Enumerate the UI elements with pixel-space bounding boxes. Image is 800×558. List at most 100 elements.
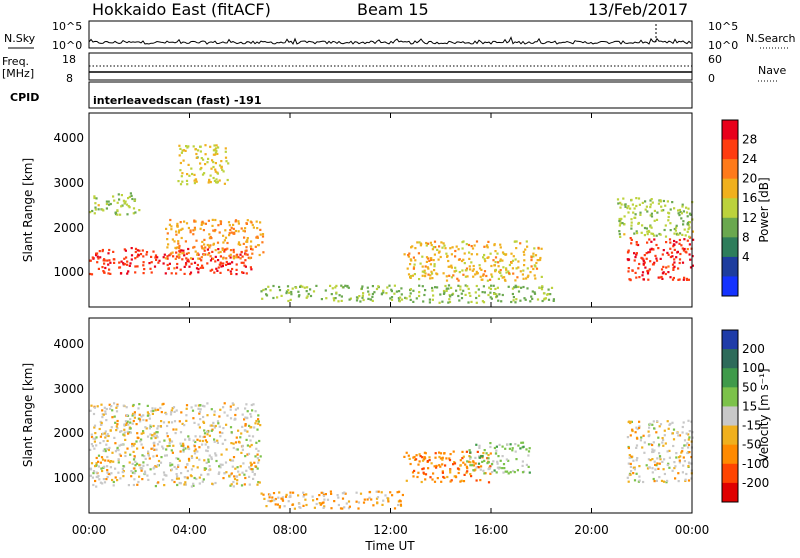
data-cell: [179, 183, 183, 186]
data-cell: [650, 226, 653, 229]
data-cell: [415, 297, 418, 300]
data-cell: [276, 296, 279, 299]
data-cell: [164, 257, 167, 260]
data-cell: [218, 231, 221, 234]
data-cell: [347, 286, 350, 289]
data-cell: [329, 490, 332, 493]
data-cell: [137, 480, 140, 484]
data-cell: [380, 293, 383, 296]
data-cell: [688, 235, 691, 238]
data-cell: [109, 407, 112, 410]
data-cell: [453, 475, 456, 478]
data-cell: [202, 421, 206, 424]
data-cell: [431, 248, 434, 251]
data-cell: [212, 176, 215, 180]
data-cell: [668, 466, 671, 469]
data-cell: [217, 146, 220, 149]
data-cell: [687, 479, 691, 482]
data-cell: [110, 405, 113, 408]
data-cell: [648, 238, 651, 241]
data-cell: [232, 403, 235, 406]
beam-title: Beam 15: [357, 0, 429, 19]
data-cell: [673, 265, 676, 268]
data-cell: [487, 454, 490, 457]
data-cell: [511, 449, 514, 452]
data-cell: [172, 428, 175, 431]
data-cell: [341, 497, 345, 500]
data-cell: [687, 438, 690, 441]
data-cell: [421, 270, 424, 273]
data-cell: [185, 414, 188, 417]
data-cell: [519, 270, 522, 273]
data-cell: [449, 247, 452, 250]
data-cell: [421, 468, 424, 471]
data-cell: [626, 436, 629, 439]
data-cell: [142, 464, 145, 467]
data-cell: [523, 297, 526, 300]
data-cell: [479, 468, 482, 471]
data-cell: [263, 497, 266, 500]
data-cell: [162, 447, 165, 450]
data-cell: [451, 246, 454, 249]
data-cell: [388, 284, 391, 287]
data-cell: [645, 252, 648, 255]
data-cell: [138, 403, 141, 406]
data-cell: [280, 294, 283, 297]
data-cell: [256, 235, 259, 238]
data-cell: [499, 459, 502, 462]
data-cell: [671, 263, 675, 266]
data-cell: [629, 237, 632, 240]
data-cell: [346, 285, 349, 288]
data-cell: [122, 475, 125, 478]
x-tick-label: 12:00: [373, 523, 408, 537]
data-cell: [457, 248, 460, 251]
data-cell: [630, 470, 633, 473]
data-cell: [179, 221, 182, 224]
data-cell: [116, 201, 119, 204]
velocity-ytick-1000: 1000: [53, 471, 84, 485]
data-cell: [105, 443, 108, 446]
data-cell: [251, 470, 254, 473]
data-cell: [170, 468, 173, 471]
data-cell: [521, 464, 524, 467]
data-cell: [222, 257, 225, 260]
data-cell: [239, 257, 242, 260]
data-cell: [619, 222, 622, 225]
data-cell: [418, 284, 421, 287]
data-cell: [679, 252, 682, 256]
data-cell: [540, 275, 543, 278]
data-cell: [618, 217, 621, 221]
data-cell: [472, 264, 475, 268]
data-cell: [212, 424, 215, 427]
data-cell: [230, 231, 233, 234]
data-cell: [407, 454, 410, 457]
data-cell: [490, 264, 493, 268]
data-cell: [505, 268, 508, 271]
data-cell: [246, 453, 249, 456]
data-cell: [102, 440, 105, 443]
data-cell: [503, 276, 506, 279]
data-cell: [331, 287, 334, 290]
data-cell: [380, 491, 383, 494]
data-cell: [215, 181, 218, 184]
data-cell: [92, 470, 96, 473]
data-cell: [499, 243, 502, 246]
data-cell: [521, 460, 524, 463]
data-cell: [655, 243, 658, 247]
data-cell: [441, 300, 444, 303]
data-cell: [184, 447, 187, 450]
data-cell: [290, 293, 293, 296]
data-cell: [119, 454, 122, 457]
data-cell: [501, 293, 504, 297]
data-cell: [154, 485, 157, 488]
data-cell: [428, 259, 431, 262]
data-cell: [306, 295, 309, 298]
data-cell: [664, 442, 667, 445]
data-cell: [123, 202, 126, 205]
data-cell: [232, 256, 235, 259]
data-cell: [238, 473, 241, 476]
data-cell: [240, 250, 243, 254]
data-cell: [177, 457, 180, 460]
data-cell: [128, 206, 131, 209]
data-cell: [522, 445, 525, 448]
